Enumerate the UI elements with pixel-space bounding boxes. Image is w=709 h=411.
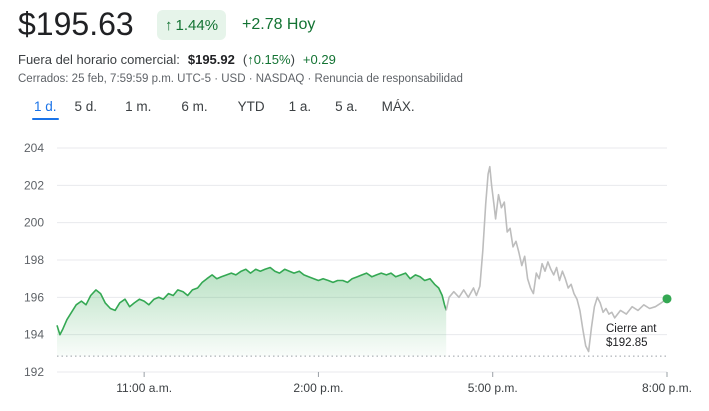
regular-session-line — [56, 266, 447, 336]
y-tick-label-192: 192 — [24, 365, 44, 379]
after-hours-change: +0.29 — [302, 52, 336, 67]
open-paren: ( — [242, 52, 248, 67]
x-tick-label-3: 8:00 p.m. — [642, 381, 692, 395]
after-hours-label: Fuera del horario comercial: — [18, 52, 180, 67]
regular-session-area — [57, 267, 447, 357]
previous-close-value: $192.85 — [606, 337, 648, 349]
arrow-up-small-icon: ↑ — [247, 52, 254, 67]
range-tab-7[interactable]: MÁX. — [381, 99, 415, 114]
y-tick-label-194: 194 — [24, 328, 44, 342]
x-tick-label-2: 5:00 p.m. — [468, 381, 518, 395]
y-tick-label-200: 200 — [24, 216, 44, 230]
previous-close-label: Cierre ant — [606, 323, 657, 335]
y-tick-label-202: 202 — [24, 178, 44, 192]
x-tick-label-1: 2:00 p.m. — [293, 381, 343, 395]
previous-close-callout: Cierre ant $192.85 — [606, 322, 657, 350]
range-tab-5[interactable]: 1 a. — [288, 99, 312, 114]
y-tick-label-196: 196 — [24, 290, 44, 304]
change-percent-chip: ↑ 1.44% — [157, 10, 227, 40]
range-tab-3[interactable]: 6 m. — [181, 99, 208, 114]
close-paren: ) — [290, 52, 295, 67]
range-tab-6[interactable]: 5 a. — [335, 99, 358, 114]
change-percent: 1.44% — [175, 16, 219, 34]
change-today: +2.78 Hoy — [242, 16, 316, 33]
y-tick-label-204: 204 — [24, 141, 44, 155]
market-status: Cerrados: 25 feb, 7:59:59 p.m. UTC-5 · U… — [18, 73, 463, 85]
range-tabs: 1 d. 5 d. 1 m. 6 m. YTD 1 a. 5 a. MÁX. — [18, 99, 415, 120]
current-price: $195.63 — [18, 6, 134, 42]
x-tick-label-0: 11:00 a.m. — [116, 381, 172, 395]
extended-session-line — [445, 165, 668, 353]
y-tick-label-198: 198 — [24, 253, 44, 267]
range-tab-0[interactable]: 1 d. — [32, 99, 59, 120]
arrow-up-icon: ↑ — [165, 16, 173, 34]
price-chart: 192 194 196 198 200 202 204 11:00 a.m. 2:00 p.m.… — [24, 141, 692, 395]
after-hours-percent: 0.15% — [253, 52, 291, 67]
range-tab-1[interactable]: 5 d. — [74, 99, 98, 114]
after-hours-price: $195.92 — [187, 52, 235, 67]
last-price-dot — [662, 294, 672, 304]
after-hours-row: Fuera del horario comercial: $195.92 ( ↑… — [18, 51, 336, 69]
range-tab-4[interactable]: YTD — [237, 99, 265, 114]
range-tab-2[interactable]: 1 m. — [125, 99, 152, 114]
